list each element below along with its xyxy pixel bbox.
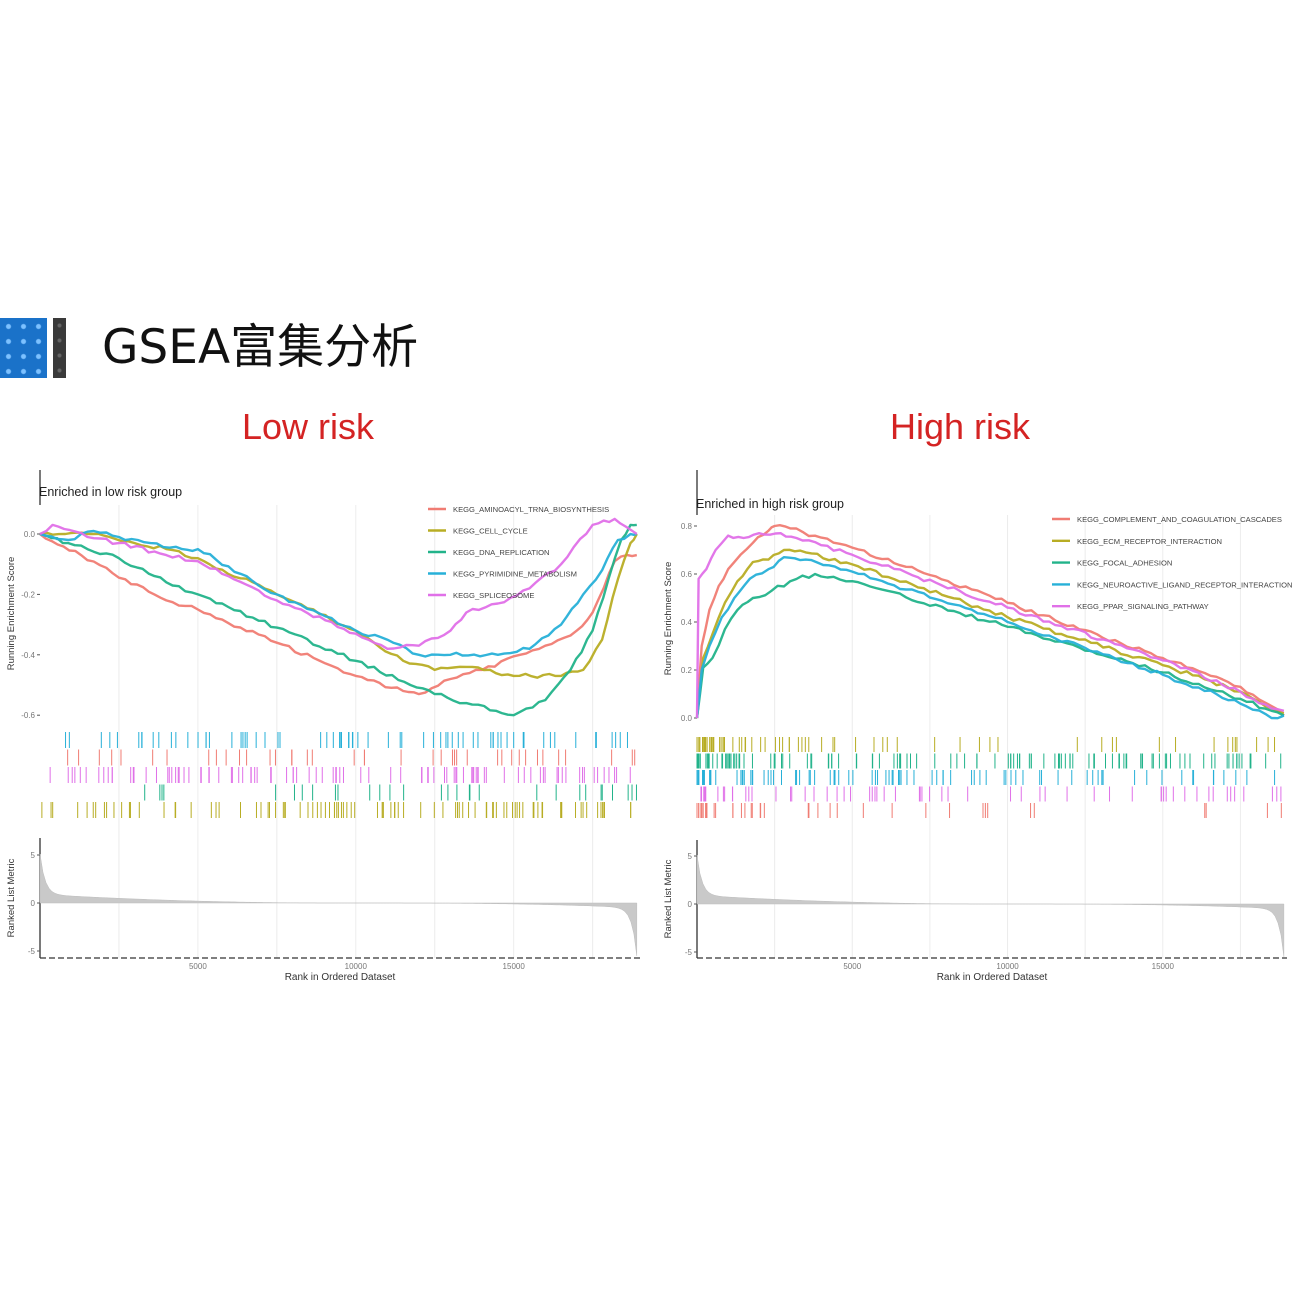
y-tick-label: -0.4 (21, 651, 35, 660)
metric-tick-label: 0 (31, 899, 36, 908)
metric-tick-label: 5 (31, 851, 36, 860)
page-title: GSEA富集分析 (102, 320, 419, 375)
legend-label: KEGG_ECM_RECEPTOR_INTERACTION (1077, 537, 1222, 546)
legend-label: KEGG_CELL_CYCLE (453, 527, 528, 536)
y-tick-label: 0.6 (681, 570, 693, 579)
legend-label: KEGG_NEUROACTIVE_LIGAND_RECEPTOR_INTERAC… (1077, 580, 1292, 589)
legend-label: KEGG_SPLICEOSOME (453, 591, 534, 600)
x-tick-label: 10000 (996, 962, 1019, 971)
y-tick-label: 0.8 (681, 522, 693, 531)
es-line-2 (39, 523, 637, 717)
x-tick-label: 15000 (1152, 962, 1175, 971)
x-tick-label: 10000 (345, 962, 368, 971)
ranked-metric-area (696, 854, 1285, 957)
y-axis-label: Running Enrichment Score (6, 557, 17, 671)
ranked-metric-area (39, 853, 638, 956)
x-tick-label: 15000 (503, 962, 526, 971)
high-risk-gsea-plot: Enriched in high risk group 0.0 0.2 0.4 0.6 0… (663, 470, 1292, 983)
metric-tick-label: -5 (685, 948, 693, 957)
y-tick-label: 0.0 (681, 714, 693, 723)
metric-tick-label: 5 (688, 852, 693, 861)
es-line-0 (39, 533, 638, 696)
y-tick-label: 0.2 (681, 666, 693, 675)
es-line-1 (695, 548, 1285, 719)
low-risk-title: Low risk (242, 406, 375, 447)
es-line-2 (695, 572, 1285, 719)
x-tick-label: 5000 (843, 962, 861, 971)
es-line-4 (695, 532, 1285, 719)
es-line-0 (695, 524, 1285, 719)
chart-title: Enriched in high risk group (696, 497, 844, 511)
dark-bar-icon (53, 318, 66, 378)
x-tick-label: 5000 (189, 962, 207, 971)
blue-dot-grid-icon (0, 318, 47, 378)
y-tick-label: 0.4 (681, 618, 693, 627)
low-risk-gsea-plot: Enriched in low risk group 0.0 -0.2 -0.4 -0.… (6, 470, 640, 983)
legend-label: KEGG_COMPLEMENT_AND_COAGULATION_CASCADES (1077, 515, 1282, 524)
es-line-3 (39, 529, 638, 658)
y-axis-label: Running Enrichment Score (663, 562, 674, 676)
high-risk-title: High risk (890, 406, 1031, 447)
y-tick-label: -0.6 (21, 711, 35, 720)
x-axis-label: Rank in Ordered Dataset (285, 972, 396, 983)
y-tick-label: -0.2 (21, 590, 35, 599)
legend-label: KEGG_DNA_REPLICATION (453, 548, 550, 557)
es-line-4 (39, 517, 638, 650)
es-line-3 (695, 556, 1285, 720)
legend-label: KEGG_PYRIMIDINE_METABOLISM (453, 570, 577, 579)
chart-title: Enriched in low risk group (39, 485, 182, 499)
metric-axis-label: Ranked List Metric (6, 858, 17, 937)
legend-label: KEGG_PPAR_SIGNALING_PATHWAY (1077, 602, 1209, 611)
metric-tick-label: 0 (688, 900, 693, 909)
y-tick-label: 0.0 (24, 530, 36, 539)
metric-axis-label: Ranked List Metric (663, 859, 674, 938)
page-header: GSEA富集分析 (0, 318, 600, 380)
legend-label: KEGG_AMINOACYL_TRNA_BIOSYNTHESIS (453, 505, 609, 514)
legend-label: KEGG_FOCAL_ADHESION (1077, 559, 1172, 568)
x-axis-label: Rank in Ordered Dataset (937, 972, 1048, 983)
metric-tick-label: -5 (28, 947, 36, 956)
